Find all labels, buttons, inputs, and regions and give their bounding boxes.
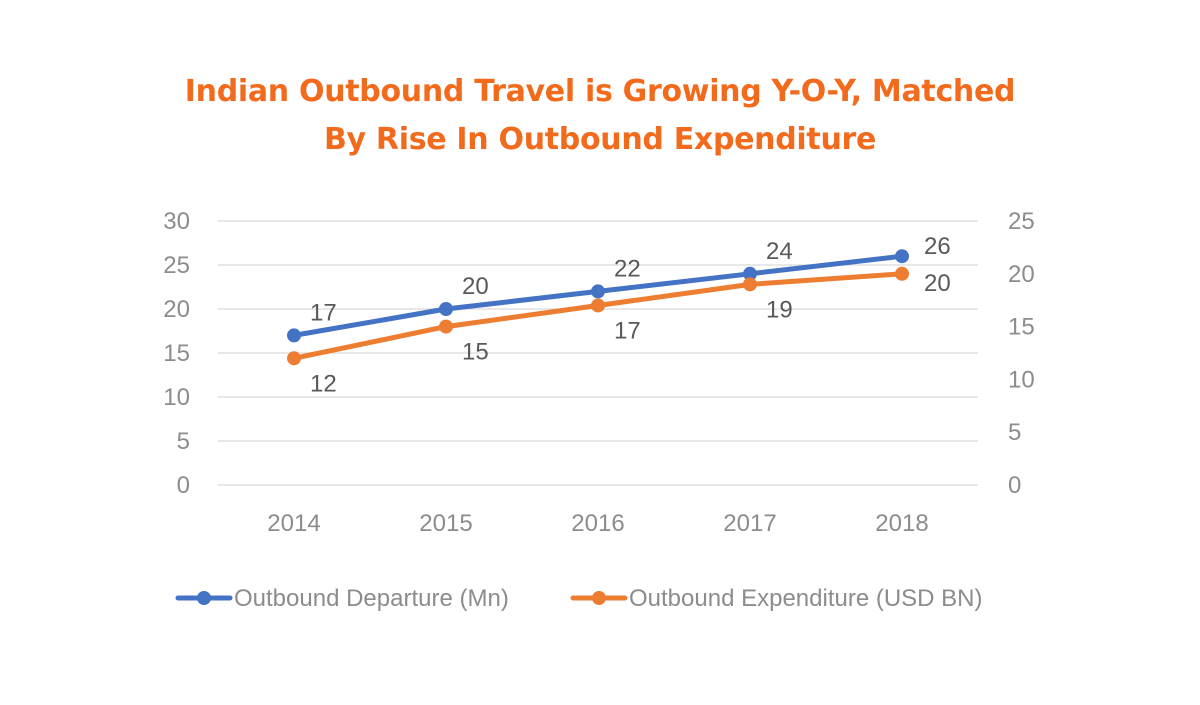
chart-title-line-1: Indian Outbound Travel is Growing Y-O-Y,… bbox=[184, 74, 1016, 109]
data-point bbox=[591, 284, 605, 299]
y-right-tick-label: 5 bbox=[1008, 419, 1021, 446]
y-right-tick-label: 20 bbox=[1008, 261, 1035, 288]
data-label: 17 bbox=[310, 299, 337, 326]
legend-label: Outbound Departure (Mn) bbox=[234, 585, 509, 612]
y-left-tick-label: 15 bbox=[163, 340, 190, 367]
y-left-tick-label: 25 bbox=[163, 252, 190, 279]
y-left-tick-label: 0 bbox=[177, 472, 190, 499]
data-label: 24 bbox=[766, 238, 793, 265]
y-right-tick-label: 0 bbox=[1008, 472, 1021, 499]
data-label: 26 bbox=[924, 233, 951, 260]
data-label: 15 bbox=[462, 339, 489, 366]
x-tick-label: 2017 bbox=[723, 510, 776, 537]
x-tick-label: 2018 bbox=[875, 510, 928, 537]
y-left-tick-label: 30 bbox=[163, 208, 190, 235]
y-right-tick-label: 15 bbox=[1008, 314, 1035, 341]
data-point bbox=[287, 328, 301, 343]
y-left-tick-label: 20 bbox=[163, 296, 190, 323]
x-tick-label: 2014 bbox=[267, 510, 320, 537]
legend-marker bbox=[592, 591, 606, 605]
data-point bbox=[439, 319, 453, 334]
x-tick-label: 2016 bbox=[571, 510, 624, 537]
legend-label: Outbound Expenditure (USD BN) bbox=[629, 585, 983, 612]
y-left-tick-label: 5 bbox=[177, 428, 190, 455]
y-right-tick-label: 25 bbox=[1008, 208, 1035, 235]
data-point bbox=[743, 266, 757, 281]
data-label: 17 bbox=[614, 317, 641, 344]
data-label: 22 bbox=[614, 255, 641, 282]
chart-title-line-2: By Rise In Outbound Expenditure bbox=[323, 122, 877, 157]
data-point bbox=[439, 302, 453, 316]
data-point bbox=[743, 277, 757, 292]
data-point bbox=[895, 249, 909, 264]
data-point bbox=[591, 298, 605, 313]
data-label: 19 bbox=[766, 296, 793, 323]
data-label: 12 bbox=[310, 370, 337, 397]
data-point bbox=[895, 266, 909, 281]
data-label: 20 bbox=[462, 273, 489, 300]
y-left-tick-label: 10 bbox=[163, 384, 190, 411]
legend-marker bbox=[197, 591, 211, 605]
y-right-tick-label: 10 bbox=[1008, 366, 1035, 393]
x-tick-label: 2015 bbox=[419, 510, 472, 537]
data-point bbox=[287, 351, 301, 366]
data-label: 20 bbox=[924, 270, 951, 297]
